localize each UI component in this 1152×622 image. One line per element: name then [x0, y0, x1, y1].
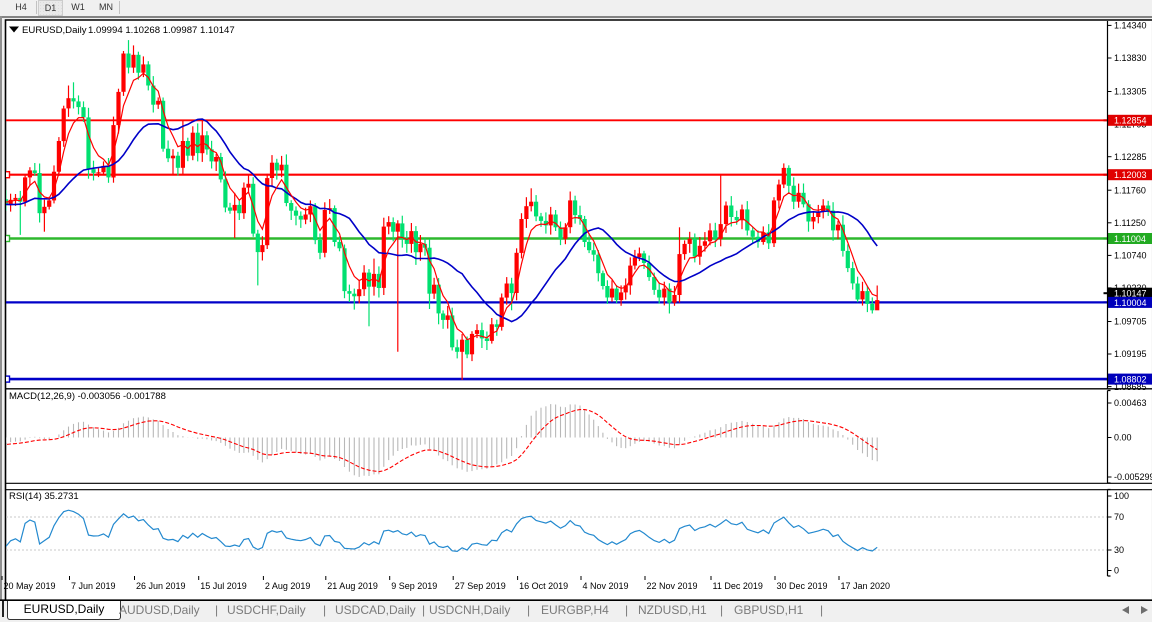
svg-text:1.14340: 1.14340 [1114, 21, 1147, 31]
svg-text:9 Sep 2019: 9 Sep 2019 [391, 581, 437, 591]
svg-text:1.10004: 1.10004 [1114, 298, 1147, 308]
svg-text:20 May 2019: 20 May 2019 [4, 581, 56, 591]
svg-text:RSI(14) 35.2731: RSI(14) 35.2731 [9, 491, 79, 502]
svg-text:1.09195: 1.09195 [1114, 349, 1147, 359]
svg-text:1.11250: 1.11250 [1114, 218, 1146, 228]
svg-text:1.09705: 1.09705 [1114, 317, 1147, 327]
svg-text:1.12003: 1.12003 [1114, 170, 1147, 180]
svg-text:15 Jul 2019: 15 Jul 2019 [200, 581, 247, 591]
svg-text:0: 0 [1114, 566, 1119, 576]
svg-text:1.11760: 1.11760 [1114, 185, 1146, 195]
svg-text:30: 30 [1114, 545, 1124, 555]
svg-text:70: 70 [1114, 512, 1124, 522]
svg-text:-0.005299: -0.005299 [1114, 472, 1152, 482]
svg-text:21 Aug 2019: 21 Aug 2019 [327, 581, 378, 591]
svg-text:0.00: 0.00 [1114, 433, 1132, 443]
svg-text:1.08802: 1.08802 [1114, 375, 1147, 385]
svg-text:1.12285: 1.12285 [1114, 152, 1147, 162]
svg-text:EURUSD,Daily: EURUSD,Daily [22, 25, 87, 36]
svg-text:22 Nov 2019: 22 Nov 2019 [647, 581, 698, 591]
svg-text:MACD(12,26,9) -0.003056 -0.001: MACD(12,26,9) -0.003056 -0.001788 [9, 391, 166, 402]
svg-text:26 Jun 2019: 26 Jun 2019 [136, 581, 186, 591]
svg-text:30 Dec 2019: 30 Dec 2019 [777, 581, 828, 591]
svg-text:1.08685: 1.08685 [1114, 382, 1147, 392]
svg-text:0.00463: 0.00463 [1114, 398, 1147, 408]
svg-text:1.10147: 1.10147 [1114, 289, 1147, 299]
svg-text:17 Jan 2020: 17 Jan 2020 [841, 581, 891, 591]
svg-text:27 Sep 2019: 27 Sep 2019 [455, 581, 506, 591]
svg-text:1.13830: 1.13830 [1114, 53, 1147, 63]
svg-text:16 Oct 2019: 16 Oct 2019 [519, 581, 568, 591]
svg-text:11 Dec 2019: 11 Dec 2019 [713, 581, 763, 591]
svg-text:2 Aug 2019: 2 Aug 2019 [265, 581, 311, 591]
svg-text:4 Nov 2019: 4 Nov 2019 [583, 581, 629, 591]
svg-text:1.12854: 1.12854 [1114, 116, 1147, 126]
svg-text:1.09994 1.10268 1.09987 1.1014: 1.09994 1.10268 1.09987 1.10147 [88, 25, 235, 36]
svg-text:1.10740: 1.10740 [1114, 251, 1147, 261]
svg-text:100: 100 [1114, 491, 1129, 501]
svg-text:1.11004: 1.11004 [1114, 234, 1146, 244]
svg-text:7 Jun 2019: 7 Jun 2019 [71, 581, 116, 591]
svg-text:1.13305: 1.13305 [1114, 87, 1147, 97]
